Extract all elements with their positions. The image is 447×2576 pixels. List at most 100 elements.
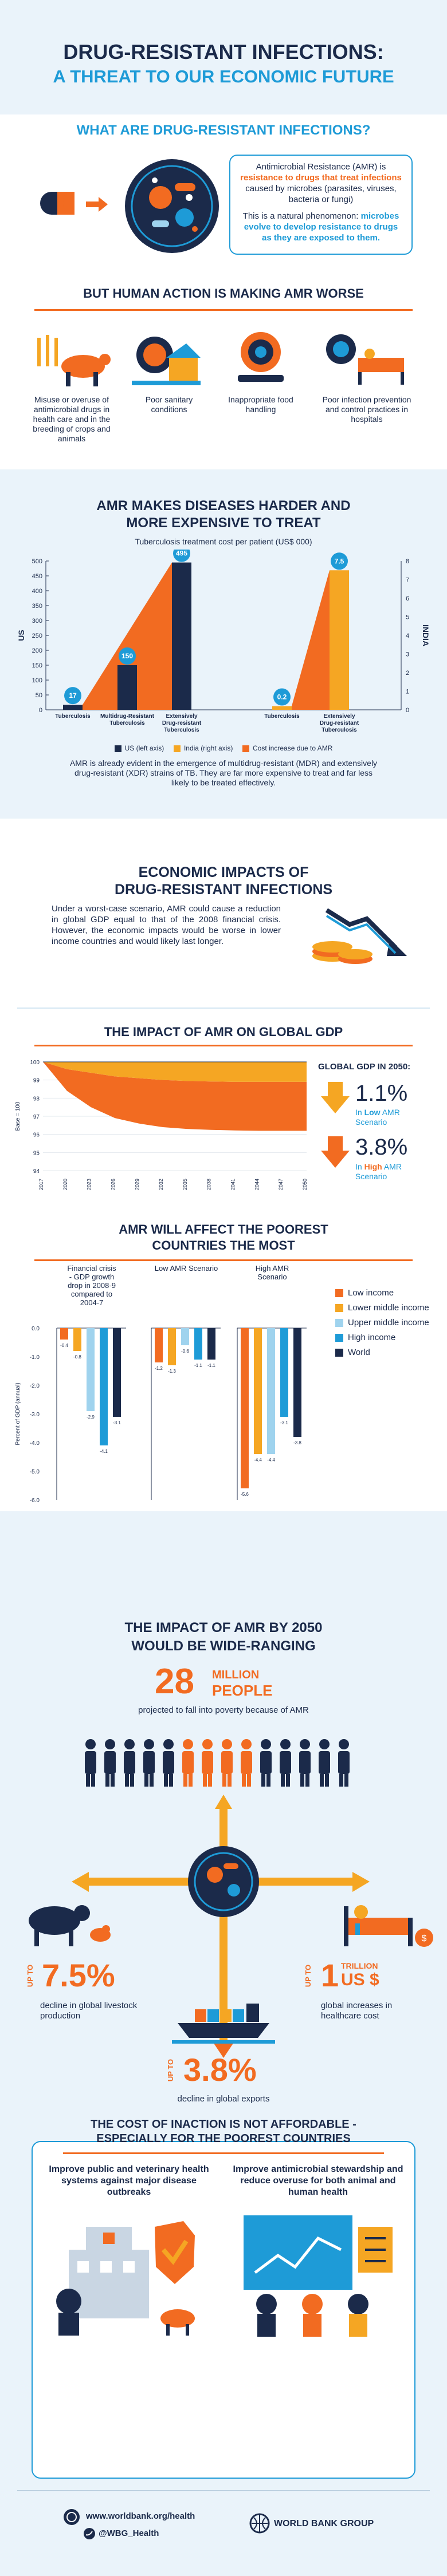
person-leg: [325, 1774, 329, 1787]
wide-heading-2: WOULD BE WIDE-RANGING: [131, 1638, 316, 1654]
legend-swatch: [335, 1304, 343, 1312]
gdp-low-text: In Low AMR Scenario: [355, 1108, 400, 1127]
legend-label: World: [348, 1348, 370, 1357]
cost-increase-area-india: [292, 570, 330, 710]
person-leg: [266, 1774, 270, 1787]
person-leg: [242, 1774, 246, 1787]
people-number: 28: [155, 1662, 194, 1701]
person-leg: [247, 1774, 251, 1787]
data-label: -2.9: [87, 1415, 95, 1420]
category-label: Extensively Drug-resistant Tuberculosis: [320, 713, 359, 733]
person-body: [299, 1751, 311, 1774]
what-p1a: Antimicrobial Resistance (AMR) is: [256, 162, 386, 172]
bar-upper-middle-income: [87, 1328, 95, 1411]
tick-label-x: 2044: [254, 1179, 260, 1190]
data-label: 495: [176, 550, 187, 558]
tick-label-y: 0.0: [32, 1326, 40, 1332]
health-system-icon: [56, 2221, 195, 2336]
person-leg: [339, 1774, 343, 1787]
exports-value: 3.8%: [183, 2052, 257, 2088]
tick-label-left: 250: [32, 633, 42, 639]
person-leg: [203, 1774, 207, 1787]
twitter-link[interactable]: @WBG_Health: [99, 2528, 159, 2538]
data-label: -5.6: [241, 1492, 249, 1497]
health-unit-b: US $: [341, 1970, 379, 1989]
livestock-stat: UP TO 7.5%: [26, 1957, 140, 1998]
data-label: -3.1: [113, 1420, 121, 1425]
person-head: [280, 1739, 291, 1749]
tick-label-right: 0: [406, 707, 409, 714]
website-link[interactable]: www.worldbank.org/health: [86, 2511, 195, 2521]
bar-world: [113, 1328, 121, 1417]
tick-label-x: 2017: [38, 1179, 44, 1190]
world-bank-logo-icon: [249, 2513, 270, 2534]
person-leg: [228, 1774, 232, 1787]
category-label: Extensively Drug-resistant Tuberculosis: [162, 713, 202, 733]
people-crowd-icon: [85, 1739, 350, 1787]
tick-label-right: 3: [406, 651, 409, 658]
impact-cross: [72, 1795, 370, 2058]
person-leg: [261, 1774, 265, 1787]
inaction-right: Improve antimicrobial stewardship and re…: [233, 2164, 403, 2197]
tick-label-y: -5.0: [30, 1469, 40, 1475]
person-head: [300, 1739, 310, 1749]
people-unit-b: PEOPLE: [212, 1682, 273, 1699]
gdp-high-value: 3.8%: [355, 1135, 408, 1160]
data-label-bg: [179, 1347, 191, 1355]
data-label: 0.2: [277, 693, 287, 701]
people-stat: 28 MILLION PEOPLE: [155, 1662, 292, 1701]
tick-label-x: 2047: [278, 1179, 284, 1190]
tb-legend: US (left axis) India (right axis) Cost i…: [0, 744, 447, 752]
worse-heading: BUT HUMAN ACTION IS MAKING AMR WORSE: [83, 286, 364, 301]
person-leg: [320, 1774, 324, 1787]
data-label-bg: [292, 1439, 303, 1447]
data-label: -0.6: [181, 1349, 189, 1354]
data-label-bg: [206, 1361, 217, 1369]
bar-world: [293, 1328, 301, 1437]
inaction-heading-1: THE COST OF INACTION IS NOT AFFORDABLE -: [91, 2118, 356, 2131]
legend-label: Low income: [348, 1288, 394, 1298]
poor-legend: Low income Lower middle income Upper middl…: [335, 1288, 433, 1362]
person-body: [124, 1751, 135, 1774]
data-label: -4.4: [254, 1457, 262, 1463]
tick-label-right: 6: [406, 595, 409, 602]
data-label-bg: [193, 1361, 204, 1369]
data-label: -0.4: [60, 1343, 68, 1348]
legend-cost: Cost increase due to AMR: [242, 744, 332, 752]
person-head: [339, 1739, 349, 1749]
what-p2b: microbes evolve to develop resistance to…: [244, 211, 399, 243]
bar-world: [207, 1328, 215, 1360]
tb-section: AMR MAKES DISEASES HARDER AND MORE EXPEN…: [0, 469, 447, 819]
what-p1c: caused by microbes (parasites, viruses, …: [245, 184, 397, 204]
coins-declining-icon: [312, 908, 407, 964]
bar-upper-middle-income: [267, 1328, 275, 1454]
bar-high-income: [280, 1328, 288, 1417]
legend-swatch: [335, 1289, 343, 1297]
tick-label-y: 98: [33, 1096, 40, 1102]
gdp-chart: 94 95 96 97 98 99 100 2017 2020 2023 2026 2029 2032 2…: [15, 1060, 308, 1190]
tick-label-left: 0: [39, 707, 42, 714]
bar-us: [117, 665, 137, 710]
data-label-bg: [58, 1341, 70, 1349]
tick-label-y: 95: [33, 1150, 40, 1156]
data-label: -1.1: [194, 1363, 202, 1368]
arrow-icon: [86, 197, 108, 212]
tick-label-y: 100: [30, 1060, 40, 1066]
footer: www.worldbank.org/health @WBG_Health WOR…: [0, 2484, 447, 2576]
category-label: Tuberculosis: [264, 713, 300, 720]
y-axis-label: Percent of GDP (annual): [15, 1382, 21, 1445]
person-body: [104, 1751, 116, 1774]
tb-chart-title: Tuberculosis treatment cost per patient …: [135, 537, 312, 546]
person-head: [222, 1739, 232, 1749]
tick-label-y: -3.0: [30, 1412, 40, 1418]
tick-label-right: 2: [406, 670, 409, 677]
svg-text:$: $: [422, 1934, 427, 1943]
health-text: global increases in healthcare cost: [321, 2001, 393, 2021]
person-body: [221, 1751, 233, 1774]
bar-lower-middle-income: [168, 1328, 176, 1365]
person-leg: [305, 1774, 309, 1787]
group-label: Financial crisis - GDP growth drop in 2008…: [67, 1265, 116, 1307]
down-arrow-icon: [321, 1136, 350, 1168]
worse-item-4: Poor infection prevention and control pr…: [322, 395, 411, 424]
tb-note: AMR is already evident in the emergence …: [69, 758, 378, 787]
